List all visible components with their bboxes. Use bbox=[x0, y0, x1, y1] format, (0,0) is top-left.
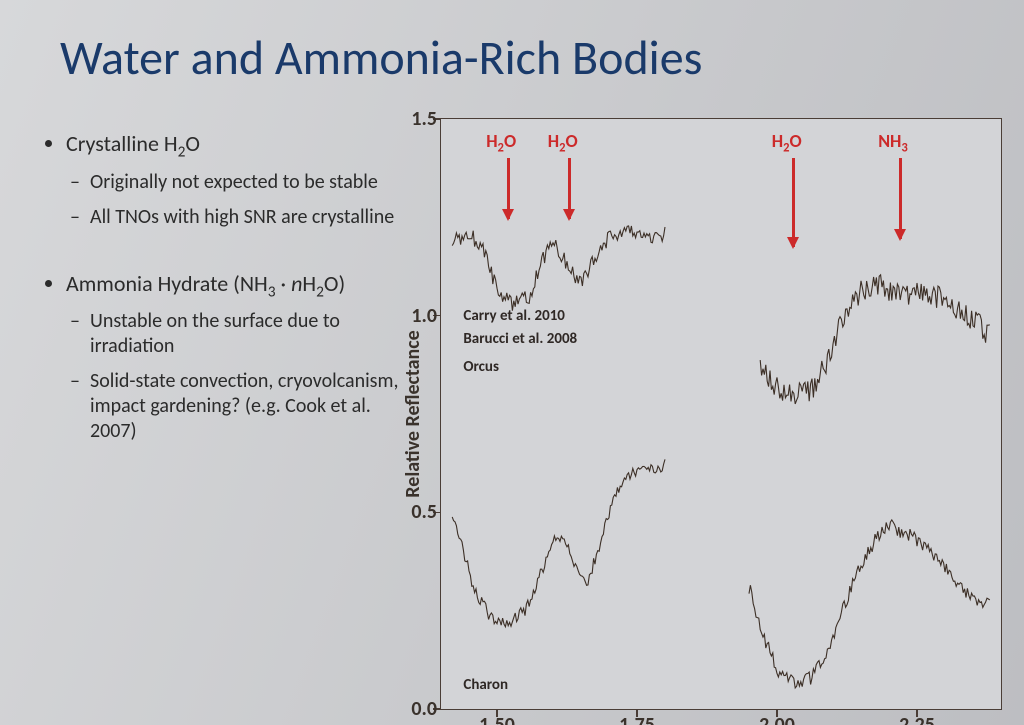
slide-title: Water and Ammonia-Rich Bodies bbox=[60, 28, 980, 87]
bullet-list: Crystalline H2O Originally not expected t… bbox=[40, 130, 420, 484]
y-tick-label: 1.0 bbox=[411, 304, 437, 328]
x-tick-label: 1.75 bbox=[619, 713, 655, 725]
arrow-icon bbox=[899, 158, 902, 238]
slide: Water and Ammonia-Rich Bodies Crystallin… bbox=[0, 0, 1024, 725]
inplot-text: Barucci et al. 2008 bbox=[463, 330, 577, 348]
y-tick-label: 1.5 bbox=[411, 107, 437, 131]
y-axis-label: Relative Reflectance bbox=[401, 330, 425, 497]
x-tick-label: 2.25 bbox=[899, 713, 935, 725]
spectrum-path bbox=[760, 275, 990, 404]
arrow-icon bbox=[792, 158, 795, 246]
bullet-label: Ammonia Hydrate (NH3 · nH2O) bbox=[66, 270, 345, 297]
x-tick-label: 1.50 bbox=[479, 713, 515, 725]
absorption-label: NH3 bbox=[878, 130, 908, 156]
inplot-text: Carry et al. 2010 bbox=[463, 307, 565, 325]
arrow-icon bbox=[507, 158, 510, 219]
sub-bullet: Originally not expected to be stable bbox=[90, 170, 420, 195]
bullet-item: Crystalline H2O Originally not expected t… bbox=[66, 130, 420, 230]
absorption-label: H2O bbox=[548, 130, 578, 156]
spectra-svg bbox=[441, 119, 1001, 709]
inplot-text: Orcus bbox=[463, 358, 499, 376]
y-tick-label: 0.5 bbox=[411, 500, 437, 524]
sub-bullet: Unstable on the surface due to irradiati… bbox=[90, 309, 420, 359]
spectrum-path bbox=[749, 520, 990, 688]
absorption-label: H2O bbox=[486, 130, 516, 156]
bullet-item: Ammonia Hydrate (NH3 · nH2O) Unstable on … bbox=[66, 270, 420, 445]
sub-bullet: Solid-state convection, cryovolcanism, i… bbox=[90, 369, 420, 444]
inplot-text: Charon bbox=[463, 676, 508, 694]
reflectance-chart: Relative Reflectance 0.00.51.01.51.501.7… bbox=[440, 118, 1002, 710]
bullet-label: Crystalline H2O bbox=[66, 130, 200, 157]
y-tick-label: 0.0 bbox=[411, 697, 437, 721]
absorption-label: H2O bbox=[772, 130, 802, 156]
x-tick-label: 2.00 bbox=[759, 713, 795, 725]
spectrum-path bbox=[452, 459, 665, 626]
arrow-icon bbox=[568, 158, 571, 219]
spectrum-path bbox=[452, 226, 665, 311]
sub-bullet: All TNOs with high SNR are crystalline bbox=[90, 205, 420, 230]
